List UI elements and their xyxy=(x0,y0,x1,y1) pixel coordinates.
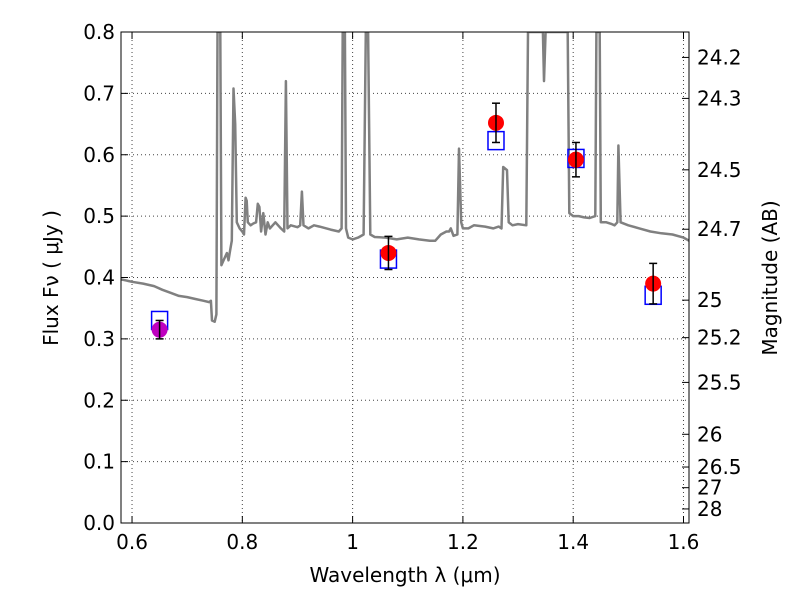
y-tick-label: 0.5 xyxy=(83,204,115,228)
mag-tick-label: 25 xyxy=(697,288,722,312)
mag-tick-label: 27 xyxy=(697,476,722,500)
spectrum-layer xyxy=(121,32,689,323)
grid xyxy=(121,31,689,524)
mag-tick-label: 24.3 xyxy=(697,86,742,110)
mag-tick-label: 25.5 xyxy=(697,370,742,394)
ticks: 0.6 0.8 1 1.2 1.4 1.6 0.0 0.1 0.2 0.3 0.4 0.5 0.6 0.7… xyxy=(83,20,741,554)
mag-tick-label: 28 xyxy=(697,497,722,521)
plot-frame xyxy=(120,31,690,524)
mag-tick-label: 24.7 xyxy=(697,217,742,241)
y-tick-label: 0.2 xyxy=(83,388,115,412)
mag-tick-label: 26.5 xyxy=(697,455,742,479)
x-axis-label: Wavelength λ (μm) xyxy=(309,563,500,587)
x-tick-label: 1.2 xyxy=(447,530,479,554)
mag-tick-label: 25.2 xyxy=(697,326,742,350)
mag-tick-label: 26 xyxy=(697,422,722,446)
observed-points xyxy=(151,102,662,340)
mag-tick-label: 24.2 xyxy=(697,45,742,69)
x-tick-label: 1 xyxy=(346,530,359,554)
y-tick-label: 0.8 xyxy=(83,20,115,44)
y-tick-label: 0.7 xyxy=(83,81,115,105)
x-tick-label: 1.4 xyxy=(557,530,589,554)
y-axis-label-right: Magnitude (AB) xyxy=(758,200,782,355)
x-tick-label: 1.6 xyxy=(668,530,700,554)
y-tick-label: 0.1 xyxy=(83,450,115,474)
model-points xyxy=(150,130,662,331)
x-tick-label: 0.8 xyxy=(226,530,258,554)
spectrum-line xyxy=(121,32,689,323)
y-tick-label: 0.6 xyxy=(83,143,115,167)
y-tick-label: 0.0 xyxy=(83,511,115,535)
y-axis-label-left: Flux Fν ( μJy ) xyxy=(39,210,63,346)
x-tick-label: 0.6 xyxy=(116,530,148,554)
mag-tick-label: 24.5 xyxy=(697,158,742,182)
y-tick-label: 0.3 xyxy=(83,327,115,351)
y-tick-label: 0.4 xyxy=(83,266,115,290)
